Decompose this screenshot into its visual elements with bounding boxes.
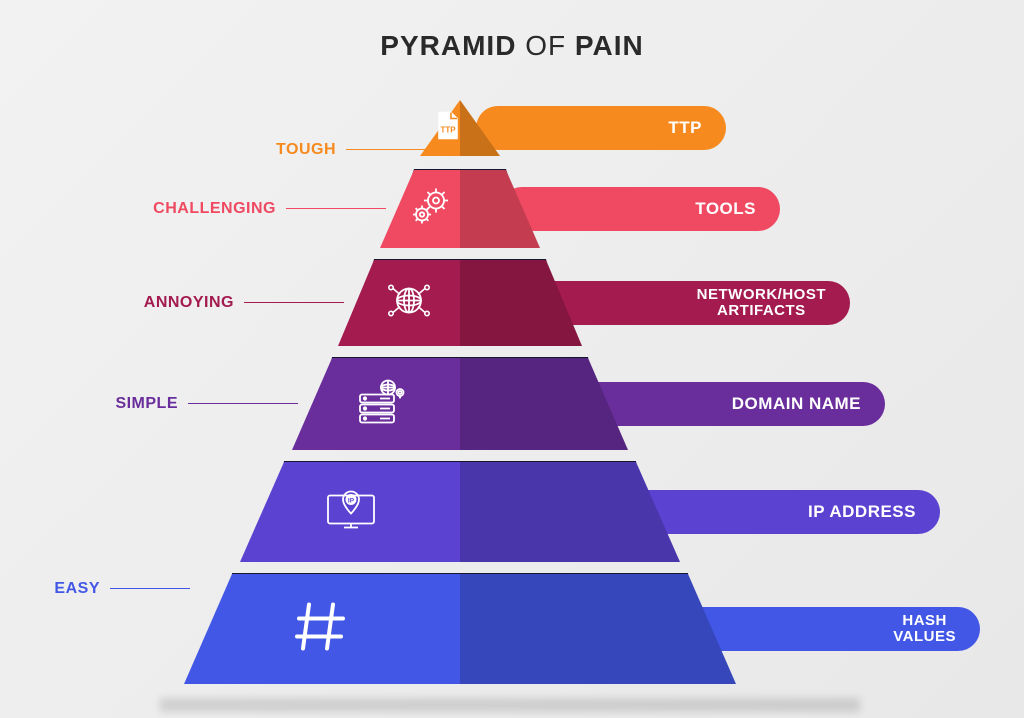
level-hash: HASHVALUES EASY xyxy=(0,574,1024,684)
monitor-ip-icon: IP xyxy=(324,486,378,539)
difficulty-text: CHALLENGING xyxy=(153,200,276,217)
connector-line xyxy=(244,302,344,303)
difficulty-hash: EASY xyxy=(54,580,190,598)
gears-icon xyxy=(410,187,454,232)
label-text: IP ADDRESS xyxy=(808,502,916,522)
title-bold2: PAIN xyxy=(575,30,644,61)
svg-text:TTP: TTP xyxy=(441,126,457,135)
connector-line xyxy=(346,149,426,150)
base-shadow xyxy=(160,698,860,712)
label-line2: VALUES xyxy=(893,629,956,645)
level-tools: TOOLS CHALLENGING xyxy=(0,170,1024,248)
label-pill-ttp: TTP xyxy=(476,106,726,150)
pyramid-segment-artifacts xyxy=(338,260,582,346)
pyramid-segment-domain xyxy=(292,358,628,450)
pyramid-stage: TTPTTPTOUGHTOOLSCHALLENGINGNETWORK/HOSTA… xyxy=(0,80,1024,718)
pyramid-segment-ttp: TTP xyxy=(420,100,500,156)
label-line2: ARTIFACTS xyxy=(697,303,826,319)
pyramid-segment-tools xyxy=(380,170,540,248)
label-line1: HASH xyxy=(902,612,947,629)
page-title: PYRAMID OF PAIN xyxy=(0,30,1024,62)
difficulty-artifacts: ANNOYING xyxy=(144,294,344,312)
difficulty-tools: CHALLENGING xyxy=(153,200,386,218)
hash-icon xyxy=(289,595,353,664)
label-text: DOMAIN NAME xyxy=(732,394,861,414)
title-light: OF xyxy=(525,30,566,61)
globe-net-icon xyxy=(384,278,434,329)
svg-text:IP: IP xyxy=(348,498,355,505)
connector-line xyxy=(188,403,298,404)
difficulty-ttp: TOUGH xyxy=(276,141,426,159)
file-ttp-icon: TTP xyxy=(435,111,461,146)
label-text: TTP xyxy=(668,118,702,138)
pyramid-segment-hash xyxy=(184,574,736,684)
difficulty-text: ANNOYING xyxy=(144,294,234,311)
level-ip: IP ADDRESS IP xyxy=(0,462,1024,562)
level-ttp: TTP TTP TOUGH xyxy=(0,100,1024,156)
difficulty-domain: SIMPLE xyxy=(115,395,298,413)
pyramid-segment-ip: IP xyxy=(240,462,680,562)
difficulty-text: EASY xyxy=(54,580,100,597)
level-artifacts: NETWORK/HOSTARTIFACTS ANNOYING xyxy=(0,260,1024,346)
difficulty-text: TOUGH xyxy=(276,141,336,158)
level-domain: DOMAIN NAME SIMPLE xyxy=(0,358,1024,450)
label-text: TOOLS xyxy=(695,199,756,219)
server-globe-icon xyxy=(356,379,408,430)
title-bold1: PYRAMID xyxy=(380,30,516,61)
label-pill-tools: TOOLS xyxy=(500,187,780,231)
label-line1: NETWORK/HOST xyxy=(697,286,826,303)
connector-line xyxy=(110,588,190,589)
difficulty-text: SIMPLE xyxy=(115,395,178,412)
connector-line xyxy=(286,208,386,209)
